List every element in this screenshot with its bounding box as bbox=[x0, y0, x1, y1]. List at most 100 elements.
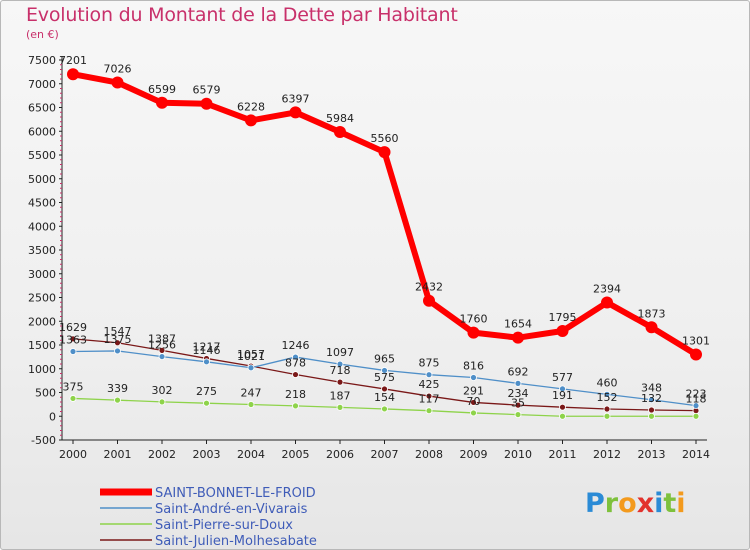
data-label: 1301 bbox=[682, 334, 710, 347]
data-point bbox=[603, 390, 611, 398]
data-point bbox=[289, 106, 302, 119]
data-label: 575 bbox=[374, 371, 395, 384]
proxiti-logo: Proxiti bbox=[585, 488, 686, 519]
data-point bbox=[114, 347, 121, 355]
data-label: 6397 bbox=[282, 92, 310, 105]
y-tick-label: 2500 bbox=[28, 292, 56, 305]
data-label: 1629 bbox=[59, 321, 87, 334]
data-point bbox=[334, 126, 346, 139]
data-point bbox=[69, 395, 77, 402]
data-point bbox=[67, 68, 79, 81]
x-tick-label: 2002 bbox=[148, 448, 176, 461]
data-point bbox=[603, 412, 611, 420]
data-point bbox=[292, 353, 299, 361]
data-point bbox=[692, 402, 700, 410]
data-label: 234 bbox=[508, 387, 529, 400]
data-label: 1057 bbox=[237, 348, 265, 361]
data-label: 118 bbox=[686, 393, 707, 406]
data-point bbox=[559, 385, 566, 393]
data-label: 1387 bbox=[148, 332, 176, 345]
data-point bbox=[648, 396, 655, 404]
data-point bbox=[292, 371, 299, 378]
data-point bbox=[158, 398, 166, 406]
data-point bbox=[247, 401, 255, 408]
data-label: 275 bbox=[196, 385, 217, 398]
data-point bbox=[423, 294, 435, 307]
data-label: 70 bbox=[467, 395, 481, 408]
data-label: 339 bbox=[107, 382, 128, 395]
x-tick-label: 2005 bbox=[282, 448, 310, 461]
data-point bbox=[559, 412, 566, 420]
legend-label: Saint-Pierre-sur-Doux bbox=[155, 518, 293, 533]
data-label: 425 bbox=[419, 378, 440, 391]
data-label: 152 bbox=[597, 391, 618, 404]
data-label: 2432 bbox=[415, 281, 443, 294]
data-label: 247 bbox=[241, 387, 262, 400]
y-tick-label: 7000 bbox=[28, 78, 56, 91]
data-label: 577 bbox=[552, 371, 573, 384]
x-tick-label: 2011 bbox=[549, 448, 577, 461]
data-point bbox=[470, 374, 477, 381]
data-label: 1256 bbox=[148, 339, 176, 352]
data-point bbox=[203, 358, 210, 366]
x-tick-label: 2001 bbox=[104, 448, 132, 461]
data-point bbox=[470, 409, 477, 417]
data-point bbox=[559, 403, 566, 411]
data-label: 117 bbox=[419, 393, 440, 406]
data-label: 816 bbox=[463, 359, 484, 372]
data-label: 348 bbox=[641, 382, 662, 395]
x-tick-label: 2009 bbox=[460, 448, 488, 461]
y-tick-label: 1500 bbox=[28, 339, 56, 352]
data-point bbox=[381, 367, 388, 374]
data-label: 132 bbox=[641, 392, 662, 405]
data-point bbox=[470, 399, 477, 406]
legend-label: SAINT-BONNET-LE-FROID bbox=[155, 486, 316, 501]
data-label: 218 bbox=[285, 388, 306, 401]
y-tick-label: 1000 bbox=[28, 363, 56, 376]
data-label: 1217 bbox=[193, 340, 221, 353]
data-label: 6579 bbox=[193, 84, 221, 97]
legend-label: Saint-Julien-Molhesabate bbox=[155, 534, 317, 549]
data-point bbox=[512, 331, 524, 344]
data-point bbox=[247, 364, 255, 372]
data-label: 878 bbox=[285, 357, 306, 370]
data-label: 965 bbox=[374, 352, 395, 365]
data-label: 7201 bbox=[59, 54, 87, 67]
data-point bbox=[336, 403, 344, 411]
data-label: 291 bbox=[463, 384, 484, 397]
data-label: 1246 bbox=[282, 339, 310, 352]
data-point bbox=[648, 412, 655, 420]
x-tick-label: 2013 bbox=[638, 448, 666, 461]
x-tick-label: 2008 bbox=[415, 448, 443, 461]
data-point bbox=[292, 402, 299, 410]
y-tick-label: 4000 bbox=[28, 220, 56, 233]
data-label: 5984 bbox=[326, 112, 354, 125]
data-label: 223 bbox=[686, 388, 707, 401]
data-label: 1795 bbox=[549, 311, 577, 324]
data-point bbox=[158, 353, 166, 360]
data-label: 2394 bbox=[593, 283, 621, 296]
data-label: 718 bbox=[330, 364, 351, 377]
data-label: 1363 bbox=[59, 334, 87, 347]
data-label: 5560 bbox=[371, 132, 399, 145]
data-point bbox=[690, 348, 702, 361]
chart-subtitle: (en €) bbox=[26, 28, 59, 41]
data-point bbox=[692, 412, 700, 420]
data-label: 1873 bbox=[638, 307, 666, 320]
y-tick-label: -500 bbox=[31, 434, 56, 447]
data-label: 1760 bbox=[460, 313, 488, 326]
x-tick-label: 2007 bbox=[371, 448, 399, 461]
data-point bbox=[645, 321, 658, 334]
legend-label: Saint-André-en-Vivarais bbox=[155, 502, 308, 517]
y-tick-label: 5500 bbox=[28, 149, 56, 162]
data-point bbox=[69, 348, 77, 355]
data-label: 875 bbox=[419, 357, 440, 370]
chart-title: Evolution du Montant de la Dette par Hab… bbox=[26, 4, 458, 26]
y-tick-label: 0 bbox=[49, 410, 56, 423]
x-tick-label: 2006 bbox=[326, 448, 354, 461]
data-point bbox=[425, 407, 433, 415]
data-label: 1654 bbox=[504, 318, 532, 331]
y-tick-label: 6500 bbox=[28, 102, 56, 115]
